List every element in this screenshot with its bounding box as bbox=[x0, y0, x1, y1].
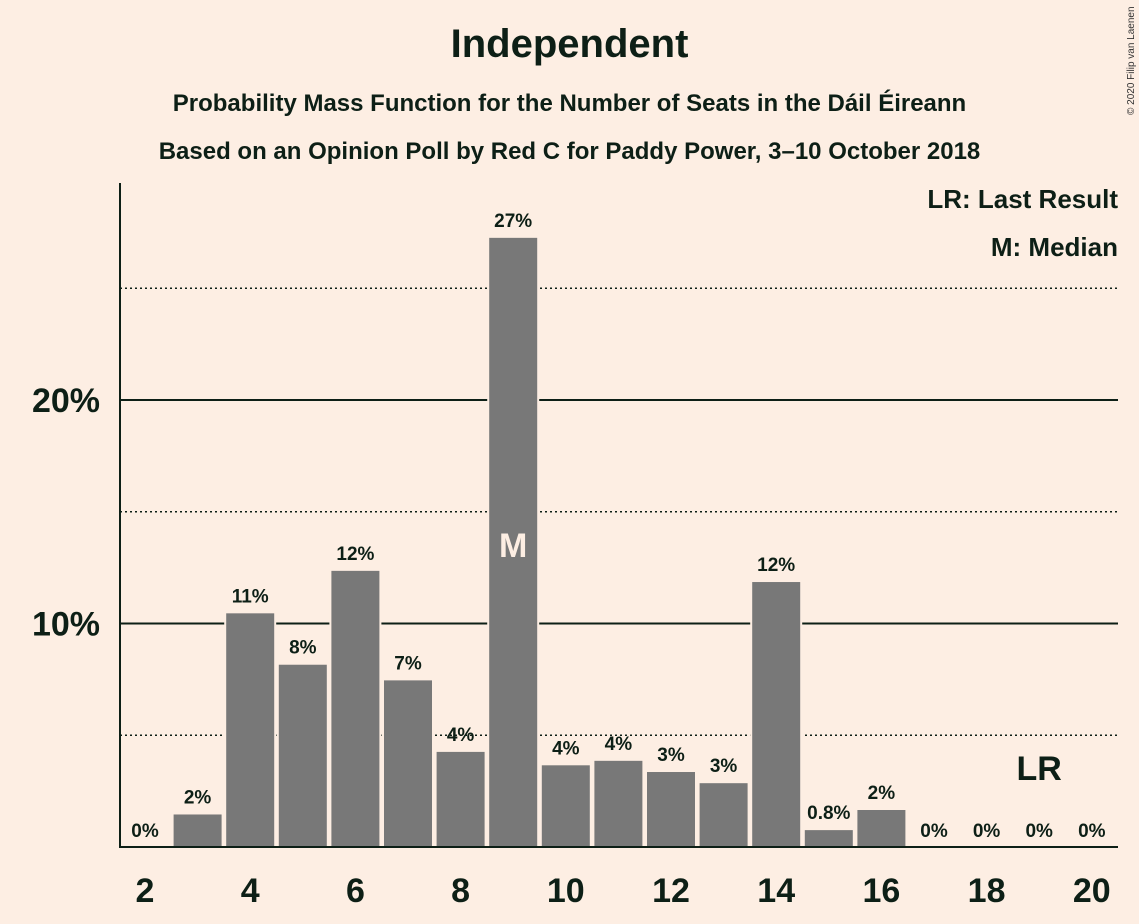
bar-value-label: 27% bbox=[494, 211, 532, 232]
x-tick-label: 14 bbox=[757, 872, 795, 910]
bar-value-label: 3% bbox=[710, 756, 738, 777]
bar-value-label: 0% bbox=[131, 821, 159, 842]
bar-value-label: 3% bbox=[657, 745, 685, 766]
chart-subtitle: Probability Mass Function for the Number… bbox=[172, 90, 967, 117]
legend-median: M: Median bbox=[990, 232, 1118, 262]
bar bbox=[276, 662, 329, 848]
bar-value-label: 4% bbox=[605, 734, 633, 755]
bar bbox=[750, 580, 803, 848]
bar-value-label: 12% bbox=[336, 544, 374, 565]
x-tick-label: 20 bbox=[1073, 872, 1111, 910]
bar-value-label: 0% bbox=[973, 821, 1001, 842]
bar-value-label: 4% bbox=[552, 738, 580, 759]
bar-value-label: 2% bbox=[868, 783, 896, 804]
bar-value-label: 8% bbox=[289, 638, 317, 659]
x-tick-label: 2 bbox=[136, 872, 155, 910]
last-result-marker: LR bbox=[1017, 750, 1062, 788]
bar-value-label: 4% bbox=[447, 725, 475, 746]
bar bbox=[224, 611, 277, 849]
legend-last-result: LR: Last Result bbox=[927, 184, 1118, 214]
x-tick-label: 4 bbox=[241, 872, 260, 910]
median-marker: M bbox=[499, 527, 527, 565]
bar-value-label: 0.8% bbox=[807, 803, 850, 824]
bar-value-label: 2% bbox=[184, 787, 212, 808]
bar-value-label: 0% bbox=[1078, 821, 1106, 842]
bar-value-label: 12% bbox=[757, 555, 795, 576]
bar-value-label: 0% bbox=[920, 821, 948, 842]
x-tick-label: 10 bbox=[547, 872, 585, 910]
x-tick-label: 16 bbox=[862, 872, 900, 910]
y-tick-label: 20% bbox=[32, 382, 100, 420]
y-tick-label: 10% bbox=[32, 606, 100, 644]
x-tick-label: 12 bbox=[652, 872, 690, 910]
bar-value-label: 7% bbox=[394, 653, 422, 674]
bar bbox=[802, 828, 855, 848]
bar bbox=[171, 812, 224, 848]
bar-value-label: 11% bbox=[232, 586, 269, 607]
bar bbox=[382, 678, 434, 848]
chart-subtitle-source: Based on an Opinion Poll by Red C for Pa… bbox=[158, 138, 981, 165]
x-tick-label: 18 bbox=[968, 872, 1006, 910]
bar bbox=[645, 770, 697, 849]
bar bbox=[487, 235, 540, 849]
x-tick-label: 8 bbox=[451, 872, 470, 910]
bar-value-label: 0% bbox=[1025, 821, 1053, 842]
bar bbox=[697, 781, 750, 848]
bar bbox=[592, 758, 645, 849]
bar bbox=[434, 749, 487, 849]
bar bbox=[539, 763, 592, 848]
bar bbox=[329, 568, 382, 848]
x-tick-label: 6 bbox=[346, 872, 365, 910]
chart-title: Independent bbox=[450, 22, 689, 66]
bar bbox=[855, 808, 908, 849]
